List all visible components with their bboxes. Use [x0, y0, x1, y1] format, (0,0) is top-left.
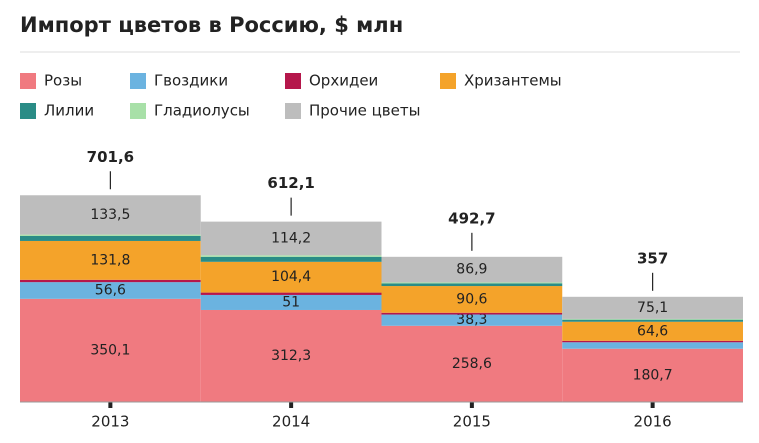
- value-label: 350,1: [90, 342, 130, 358]
- bar-segment: [20, 195, 201, 235]
- bar-segment: [20, 234, 201, 236]
- legend-swatch: [130, 73, 146, 89]
- bar-segment: [381, 312, 563, 315]
- bar-segment: [562, 348, 743, 402]
- x-tick-label: 2015: [453, 413, 491, 431]
- legend-swatch: [20, 73, 36, 89]
- total-label: 357: [637, 249, 668, 267]
- bar-segment: [20, 282, 201, 299]
- bar-segment: [200, 292, 382, 295]
- value-label: 133,5: [90, 207, 130, 223]
- legend-swatch: [440, 73, 456, 89]
- x-tick-label: 2013: [91, 413, 129, 431]
- bar-segment: [381, 283, 563, 287]
- legend-swatch: [285, 73, 301, 89]
- bar-segment: [562, 321, 743, 341]
- value-label: 75,1: [637, 300, 668, 316]
- x-tick: [469, 402, 474, 408]
- value-label: 131,8: [90, 252, 130, 268]
- total-label: 492,7: [448, 209, 495, 227]
- bar-segment: [20, 235, 201, 241]
- bar-segment: [562, 319, 743, 322]
- value-label: 64,6: [637, 323, 668, 339]
- bar-segment: [20, 240, 201, 280]
- bar-segment: [200, 294, 382, 310]
- bar-segment: [20, 279, 201, 283]
- total-label: 701,6: [87, 148, 134, 166]
- chart-title: Импорт цветов в Россию, $ млн: [20, 13, 403, 37]
- value-label: 258,6: [452, 356, 492, 372]
- value-label: 51: [282, 294, 300, 310]
- legend-label: Хризантемы: [464, 72, 562, 90]
- bar-segment: [381, 325, 563, 402]
- bar-segment: [381, 286, 563, 313]
- x-tick-label: 2016: [634, 413, 672, 431]
- bar-segment: [381, 314, 563, 326]
- bar-segment: [200, 309, 382, 402]
- legend-label: Лилии: [44, 102, 94, 120]
- x-tick: [289, 402, 294, 408]
- legend-swatch: [285, 103, 301, 119]
- legend-swatch: [130, 103, 146, 119]
- x-tick: [650, 402, 655, 408]
- bar-segment: [562, 296, 743, 319]
- bar-segment: [200, 261, 382, 293]
- bar-segment: [562, 318, 743, 320]
- legend-swatch: [20, 103, 36, 119]
- value-label: 114,2: [271, 230, 311, 246]
- value-label: 180,7: [633, 367, 673, 383]
- bar-segment: [381, 282, 563, 284]
- bar-segment: [20, 298, 201, 402]
- value-label: 312,3: [271, 348, 311, 364]
- bar-segment: [562, 342, 743, 349]
- bar-segment: [200, 221, 382, 256]
- legend-label: Розы: [44, 72, 82, 90]
- value-label: 56,6: [95, 282, 126, 298]
- value-label: 90,6: [456, 291, 487, 307]
- value-label: 86,9: [456, 262, 487, 278]
- legend-label: Гвоздики: [154, 72, 228, 90]
- bar-segment: [200, 256, 382, 262]
- x-tick: [108, 402, 113, 408]
- legend-label: Прочие цветы: [309, 102, 420, 120]
- legend-label: Орхидеи: [309, 72, 378, 90]
- total-label: 612,1: [267, 174, 314, 192]
- bar-segment: [381, 256, 563, 283]
- x-tick-label: 2014: [272, 413, 310, 431]
- value-label: 38,3: [456, 312, 487, 328]
- legend-label: Гладиолусы: [154, 102, 250, 120]
- value-label: 104,4: [271, 269, 311, 285]
- bar-segment: [200, 255, 382, 257]
- bar-segment: [562, 340, 743, 343]
